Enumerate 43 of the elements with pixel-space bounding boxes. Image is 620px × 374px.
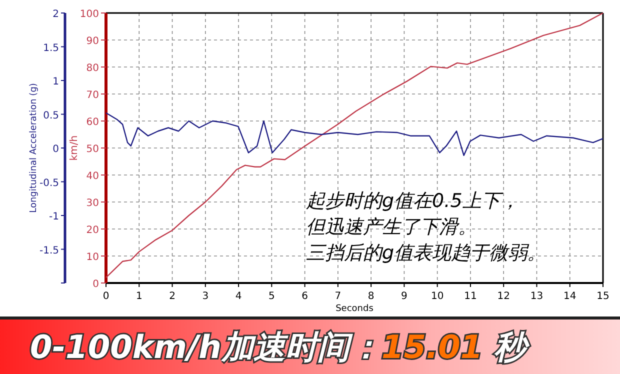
y2-axis-title: Longitudinal Acceleration (g) — [29, 83, 39, 213]
y-tick-label: 50 — [86, 144, 99, 155]
x-tick-label: 3 — [202, 291, 209, 302]
x-tick-label: 7 — [334, 291, 342, 302]
y-tick-label: 90 — [86, 36, 99, 47]
y-tick-label: 80 — [86, 63, 99, 74]
x-tick-label: 4 — [235, 291, 242, 302]
x-tick-label: 8 — [368, 291, 374, 302]
y-tick-label: 100 — [80, 9, 99, 20]
x-tick-label: 0 — [102, 291, 110, 302]
y2-tick-label: 2 — [52, 9, 59, 20]
y-tick-label: 30 — [86, 198, 99, 209]
annotation: 三挡后的g值表现趋于微弱。 — [306, 242, 546, 264]
x-tick-label: 14 — [564, 291, 576, 302]
y2-tick-label: 0.5 — [43, 110, 59, 122]
x-tick-label: 13 — [530, 291, 544, 302]
y-tick-label: 10 — [86, 252, 99, 263]
y-tick-label: 0 — [92, 279, 99, 290]
y2-tick-label: 1 — [52, 76, 59, 88]
y2-tick-label: 1.5 — [43, 42, 59, 54]
y-tick-label: 20 — [86, 225, 99, 236]
x-tick-label: 1 — [136, 291, 142, 302]
y-axis-title: km/h — [69, 135, 80, 161]
x-tick-label: 2 — [169, 291, 176, 302]
annotation: 但迅速产生了下滑。 — [306, 216, 477, 238]
annotation: 起步时的g值在0.5上下， — [306, 190, 520, 212]
x-tick-label: 12 — [497, 291, 510, 302]
x-tick-label: 9 — [401, 291, 408, 302]
y2-tick-label: 0 — [52, 144, 59, 155]
line-series — [105, 112, 604, 156]
x-tick-label: 10 — [430, 291, 444, 302]
y-tick-label: 70 — [86, 90, 99, 101]
y-tick-label: 60 — [86, 117, 99, 128]
x-tick-label: 11 — [464, 291, 477, 302]
y-tick-label: 40 — [86, 171, 99, 182]
x-tick-label: 5 — [268, 291, 275, 302]
x-tick-label: 6 — [302, 291, 308, 302]
x-tick-label: 15 — [596, 291, 610, 302]
y2-tick-label: -0.5 — [39, 178, 59, 189]
y2-tick-label: -1 — [49, 212, 59, 222]
text: 0-100km/h加速时间：15.01 秒 — [30, 328, 530, 366]
y2-tick-label: -1.5 — [39, 245, 59, 256]
x-axis-title: Seconds — [336, 304, 374, 314]
